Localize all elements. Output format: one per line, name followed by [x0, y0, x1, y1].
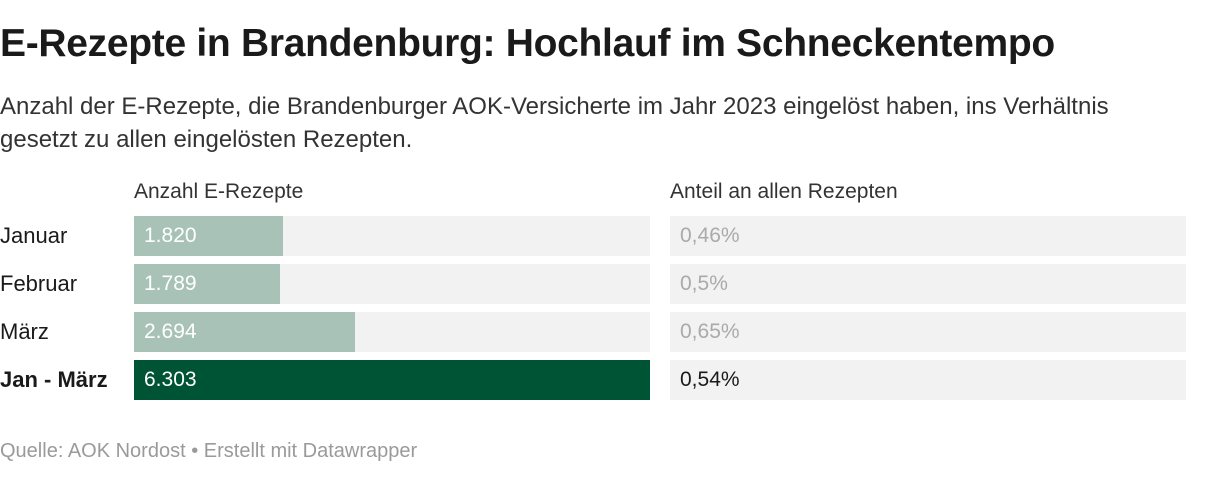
count-bar-track: 1.820: [134, 216, 650, 256]
share-value-label: 0,65%: [680, 320, 740, 343]
share-track: 0,54%: [670, 360, 1186, 400]
count-value-label: 1.820: [144, 224, 197, 247]
share-track: 0,65%: [670, 312, 1186, 352]
count-value-label: 1.789: [144, 272, 197, 295]
count-bar: [134, 360, 650, 400]
row-label: Januar: [0, 223, 68, 248]
count-bar-track: 1.789: [134, 264, 650, 304]
count-bar-track: 2.694: [134, 312, 650, 352]
count-bar: [134, 312, 355, 352]
share-value-label: 0,54%: [680, 368, 740, 391]
row-label: Jan - März: [0, 367, 108, 392]
chart-title: E-Rezepte in Brandenburg: Hochlauf im Sc…: [0, 22, 1055, 65]
count-value-label: 2.694: [144, 320, 197, 343]
count-value-label: 6.303: [144, 368, 197, 391]
row-label: März: [0, 319, 49, 344]
column-header-share: Anteil an allen Rezepten: [670, 180, 898, 203]
column-header-count: Anzahl E-Rezepte: [134, 180, 304, 203]
count-bar: [134, 264, 281, 304]
share-track: 0,5%: [670, 264, 1186, 304]
share-track: 0,46%: [670, 216, 1186, 256]
row-label: Februar: [0, 271, 78, 296]
share-value-label: 0,46%: [680, 224, 740, 247]
count-bar-track: 6.303: [134, 360, 650, 400]
chart-subtitle: Anzahl der E-Rezepte, die Brandenburger …: [0, 93, 1109, 153]
share-value-label: 0,5%: [680, 272, 728, 295]
count-bar: [134, 216, 283, 256]
source-footer: Quelle: AOK Nordost • Erstellt mit Dataw…: [0, 440, 418, 462]
